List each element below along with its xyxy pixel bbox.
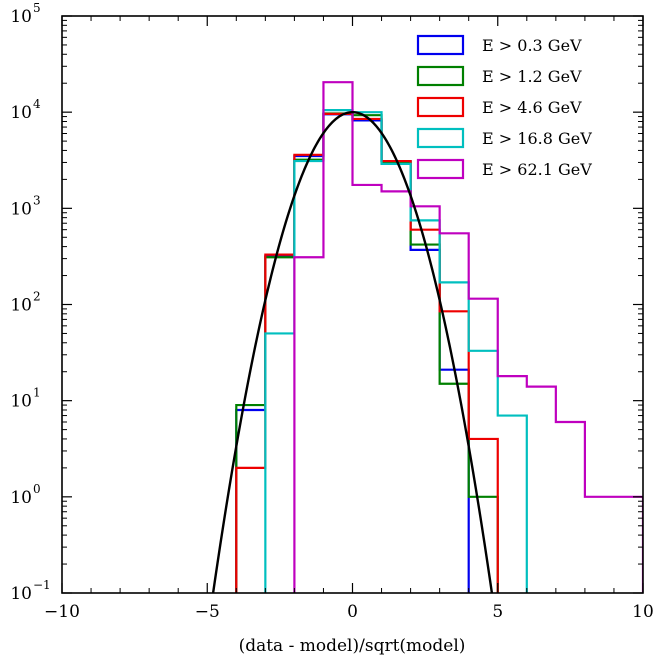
legend: E > 0.3 GeV E > 1.2 GeV E > 4.6 GeV E > 16.… bbox=[416, 34, 592, 180]
series-3-bin-4 bbox=[323, 114, 352, 593]
series-3-bin-2 bbox=[265, 255, 294, 593]
y-tick-label: 10 bbox=[10, 103, 32, 123]
series-5-bin-1 bbox=[294, 257, 323, 593]
legend-label: E > 1.2 GeV bbox=[482, 67, 582, 86]
y-tick-exponent: 3 bbox=[33, 193, 41, 207]
series-5-bin-7 bbox=[469, 299, 498, 593]
series-1-bin-7 bbox=[411, 250, 440, 593]
y-tick-exponent: 0 bbox=[33, 482, 41, 496]
series-2-bin-4 bbox=[323, 113, 352, 593]
y-tick-label: 10 bbox=[10, 584, 32, 604]
series-5-bin-2 bbox=[323, 82, 352, 593]
series-3 bbox=[235, 112, 499, 593]
legend-entry-2: E > 1.2 GeV bbox=[416, 65, 582, 87]
series-2-bin-1 bbox=[236, 405, 265, 593]
legend-label: E > 62.1 GeV bbox=[482, 160, 592, 179]
series-2 bbox=[235, 112, 499, 593]
series-3-bin-3 bbox=[294, 155, 323, 593]
series-5 bbox=[293, 81, 643, 593]
series-2-bin-2 bbox=[265, 257, 294, 593]
y-tick-exponent: 4 bbox=[33, 97, 41, 111]
legend-entry-5: E > 62.1 GeV bbox=[416, 158, 592, 180]
legend-swatch bbox=[416, 65, 465, 87]
y-tick-exponent: 2 bbox=[33, 290, 41, 304]
legend-entry-3: E > 4.6 GeV bbox=[416, 96, 582, 118]
legend-entry-4: E > 16.8 GeV bbox=[416, 127, 592, 149]
y-tick-exponent: 5 bbox=[33, 1, 41, 15]
x-tick-label: 0 bbox=[347, 602, 358, 622]
series-1-bin-6 bbox=[382, 161, 411, 593]
series-4-bin-3 bbox=[323, 110, 352, 593]
series-4-step-line bbox=[264, 109, 528, 593]
legend-swatch bbox=[416, 158, 465, 180]
series-5-bin-11 bbox=[585, 497, 643, 593]
legend-swatch bbox=[416, 127, 465, 149]
y-tick-label: 10 bbox=[10, 488, 32, 508]
series-1-bin-2 bbox=[265, 256, 294, 593]
y-tick-label: 10 bbox=[10, 296, 32, 316]
series-5-bin-4 bbox=[382, 191, 411, 593]
series-3-bin-5 bbox=[353, 119, 382, 593]
y-tick-label: 10 bbox=[10, 392, 32, 412]
series-1-bin-8 bbox=[440, 370, 469, 593]
x-tick-label: −10 bbox=[44, 602, 80, 622]
series-layer bbox=[235, 81, 643, 593]
y-tick-exponent: 1 bbox=[33, 386, 41, 400]
series-1 bbox=[235, 113, 470, 593]
legend-entry-1: E > 0.3 GeV bbox=[416, 34, 582, 56]
series-4-bin-1 bbox=[265, 333, 294, 593]
series-5-bin-10 bbox=[556, 422, 585, 593]
series-2-bin-3 bbox=[294, 160, 323, 593]
series-2-bin-5 bbox=[353, 115, 382, 593]
x-tick-label: 10 bbox=[632, 602, 654, 622]
series-1-bin-5 bbox=[353, 120, 382, 593]
legend-label: E > 16.8 GeV bbox=[482, 129, 592, 148]
series-3-bin-6 bbox=[382, 161, 411, 593]
series-4-bin-5 bbox=[382, 164, 411, 593]
series-2-bin-7 bbox=[411, 245, 440, 593]
series-5-bin-9 bbox=[527, 387, 556, 593]
x-tick-label: 5 bbox=[492, 602, 503, 622]
series-2-bin-6 bbox=[382, 162, 411, 593]
series-4-bin-9 bbox=[498, 416, 527, 593]
series-4 bbox=[264, 109, 528, 593]
series-1-bin-3 bbox=[294, 156, 323, 593]
series-3-bin-1 bbox=[236, 468, 265, 593]
legend-label: E > 0.3 GeV bbox=[482, 36, 582, 55]
series-4-bin-6 bbox=[411, 220, 440, 593]
series-5-step-line bbox=[293, 81, 643, 593]
x-axis-label: (data - model)/sqrt(model) bbox=[239, 636, 466, 656]
legend-label: E > 4.6 GeV bbox=[482, 98, 582, 117]
y-tick-label: 10 bbox=[10, 199, 32, 219]
legend-swatch bbox=[416, 96, 465, 118]
series-3-bin-9 bbox=[469, 439, 498, 593]
series-1-step-line bbox=[235, 113, 470, 593]
series-3-step-line bbox=[235, 112, 499, 593]
series-4-bin-7 bbox=[440, 282, 469, 593]
series-5-bin-8 bbox=[498, 376, 527, 593]
series-5-bin-5 bbox=[411, 206, 440, 593]
curve-layer bbox=[211, 110, 494, 593]
series-4-bin-2 bbox=[294, 161, 323, 593]
series-5-bin-3 bbox=[353, 185, 382, 593]
series-2-bin-9 bbox=[469, 497, 498, 593]
legend-swatch bbox=[416, 34, 465, 56]
series-1-bin-4 bbox=[323, 114, 352, 593]
gaussian-fit-curve bbox=[211, 110, 494, 593]
series-3-bin-8 bbox=[440, 311, 469, 593]
series-1-bin-1 bbox=[236, 410, 265, 593]
series-2-step-line bbox=[235, 112, 499, 593]
y-tick-label: 10 bbox=[10, 7, 32, 27]
y-tick-exponent: −1 bbox=[33, 578, 51, 592]
x-tick-label: −5 bbox=[195, 602, 220, 622]
series-5-bin-6 bbox=[440, 233, 469, 593]
